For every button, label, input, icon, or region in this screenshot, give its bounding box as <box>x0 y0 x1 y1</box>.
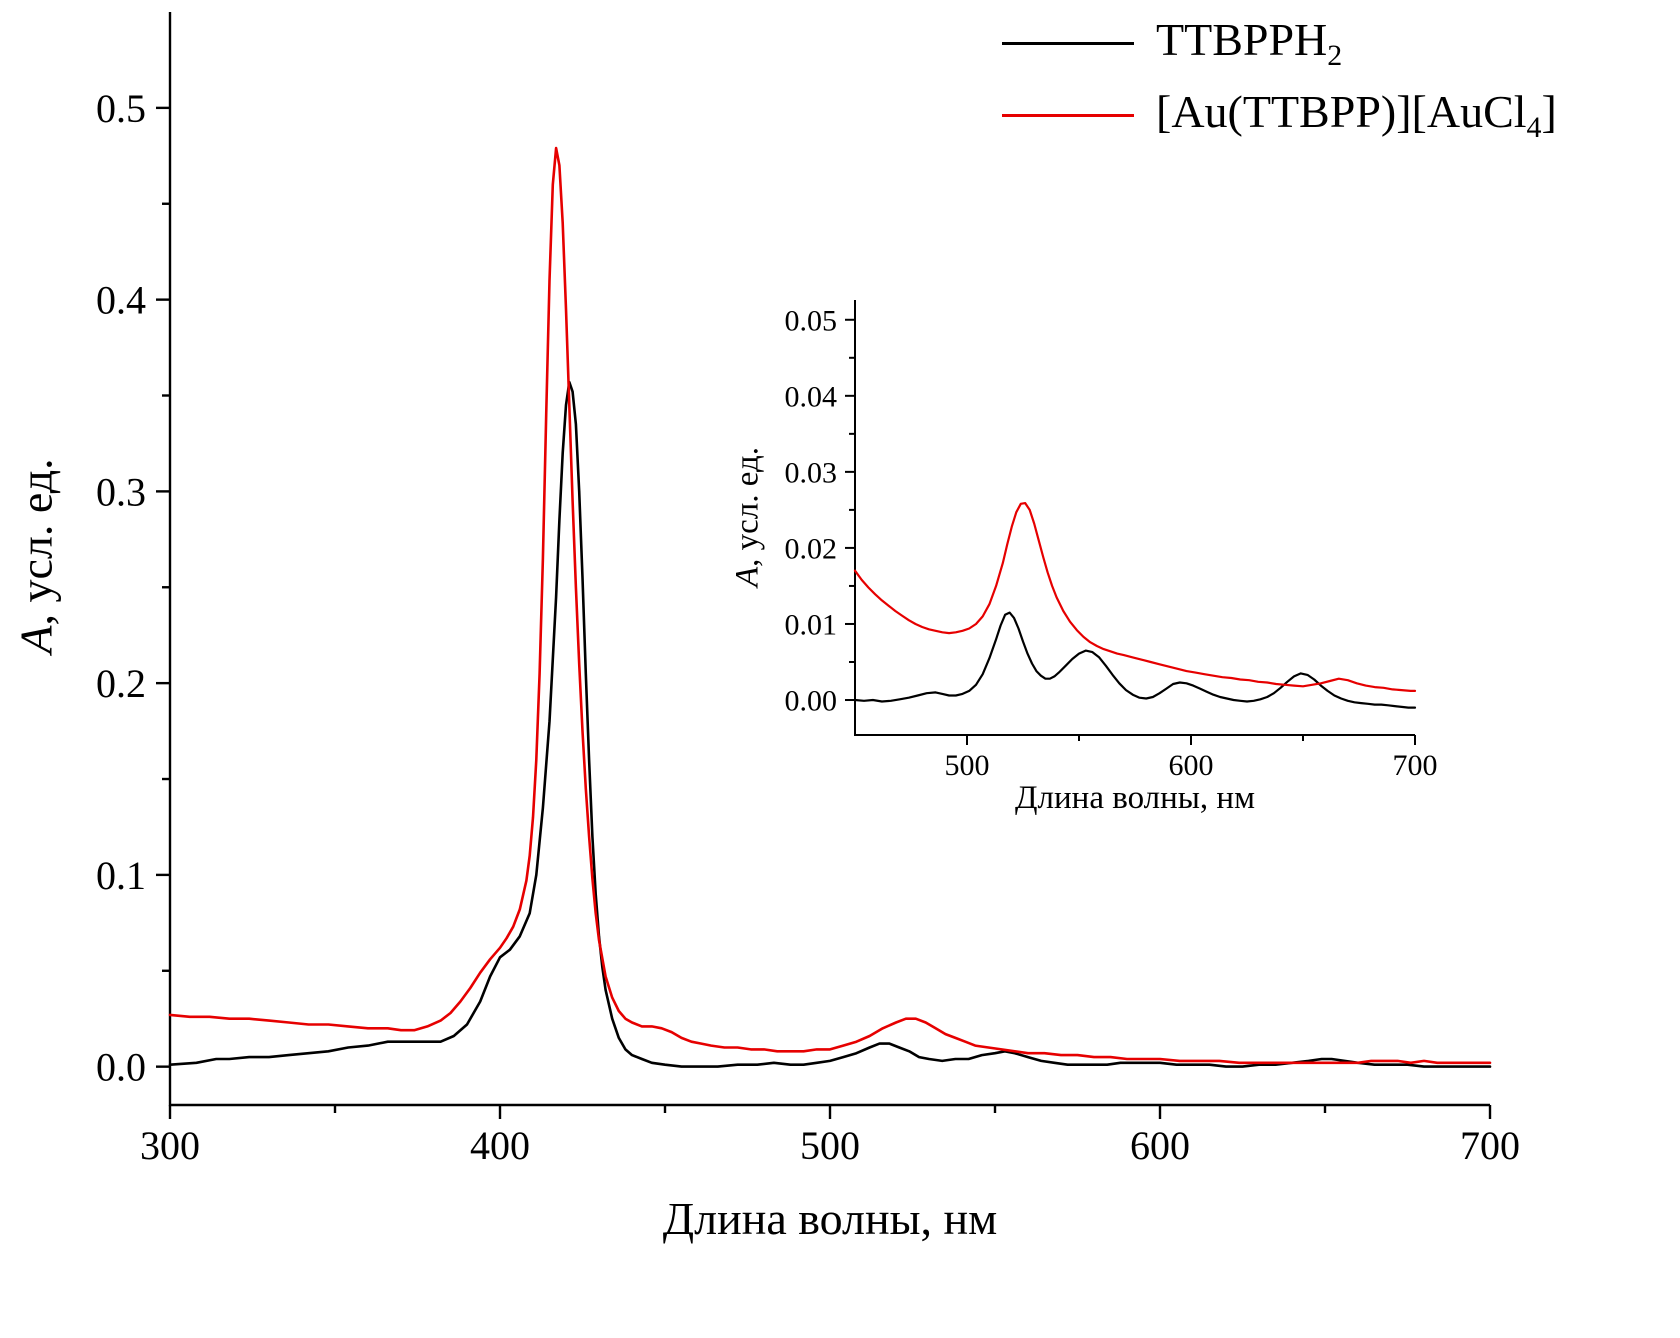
series-line <box>168 380 1492 1068</box>
x-tick-label: 600 <box>1169 749 1214 782</box>
y-tick-label: 0.3 <box>96 469 146 514</box>
legend-label-ttbpph2: TTBPPH2 <box>1156 13 1343 73</box>
x-tick-label: 400 <box>470 1123 530 1168</box>
legend: TTBPPH2 [Au(TTBPP)][AuCl4] <box>1002 12 1557 146</box>
y-tick-label: 0.01 <box>785 608 838 641</box>
inset-y-axis-label-units: , усл. ед. <box>729 446 766 567</box>
legend-label-au-ttbpp-aucl4: [Au(TTBPP)][AuCl4] <box>1156 85 1557 145</box>
legend-item-ttbpph2: TTBPPH2 <box>1002 12 1557 74</box>
main-y-axis-label-symbol: A <box>10 625 62 654</box>
y-tick-label: 0.5 <box>96 86 146 131</box>
main-x-axis-label: Длина волны, нм <box>662 1193 998 1244</box>
y-tick-label: 0.05 <box>785 304 838 337</box>
series-line <box>853 611 1417 709</box>
y-tick-label: 0.00 <box>785 685 838 718</box>
legend-line-black <box>1002 41 1134 45</box>
axis-line <box>854 300 1415 736</box>
y-tick-label: 0.0 <box>96 1045 146 1090</box>
inset-y-axis-label-symbol: A <box>729 566 766 588</box>
legend-item-au-ttbpp-aucl4: [Au(TTBPP)][AuCl4] <box>1002 84 1557 146</box>
x-tick-label: 300 <box>140 1123 200 1168</box>
inset-x-axis-label: Длина волны, нм <box>1015 780 1255 816</box>
main-y-axis-label-units: , усл. ед. <box>10 458 62 626</box>
x-tick-label: 600 <box>1130 1123 1190 1168</box>
x-tick-label: 500 <box>800 1123 860 1168</box>
y-tick-label: 0.03 <box>785 456 838 489</box>
series-line <box>853 502 1417 693</box>
x-tick-label: 700 <box>1393 749 1438 782</box>
y-tick-label: 0.02 <box>785 532 838 565</box>
inset-y-axis-label: A, усл. ед. <box>730 447 767 587</box>
x-tick-label: 500 <box>945 749 990 782</box>
legend-line-red <box>1002 113 1134 117</box>
y-tick-label: 0.4 <box>96 278 146 323</box>
y-tick-label: 0.04 <box>785 380 838 413</box>
x-tick-label: 700 <box>1460 1123 1520 1168</box>
y-tick-label: 0.1 <box>96 853 146 898</box>
main-y-axis-label: A, усл. ед. <box>10 458 63 653</box>
series-line <box>168 146 1492 1065</box>
y-tick-label: 0.2 <box>96 661 146 706</box>
